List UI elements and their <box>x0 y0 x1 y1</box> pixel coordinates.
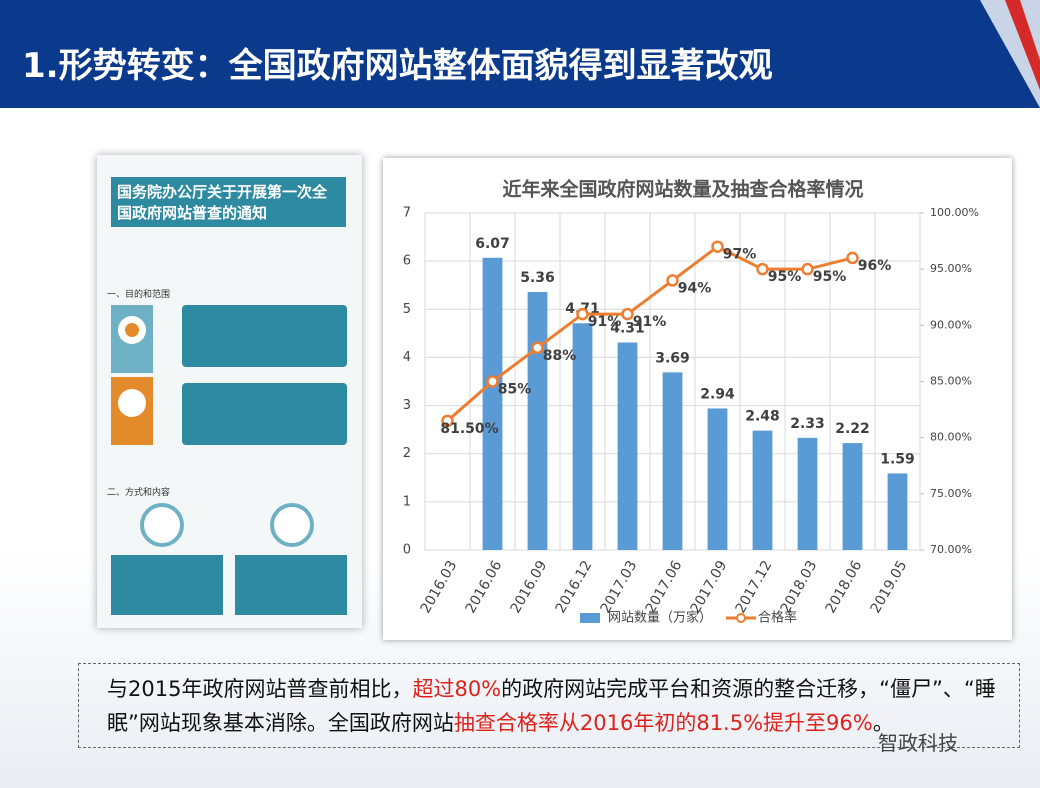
caption-text: 超过80% <box>412 677 502 701</box>
bar-value-label: 4.31 <box>610 321 645 337</box>
bar <box>797 437 818 550</box>
section-heading: 一、目的和范围 <box>107 290 171 300</box>
x-tick-label: 2016.12 <box>553 558 596 616</box>
x-tick-label: 2017.12 <box>733 558 776 616</box>
bar <box>752 430 773 550</box>
bar-value-label: 2.33 <box>790 416 825 432</box>
line-value-label: 96% <box>858 258 892 274</box>
y-tick-label: 6 <box>403 254 411 269</box>
y2-tick-label: 90.00% <box>930 318 972 331</box>
line-marker <box>531 341 544 355</box>
x-tick-label: 2017.06 <box>643 558 686 616</box>
line-marker <box>711 240 724 253</box>
line <box>446 244 853 422</box>
x-tick-label: 2018.06 <box>823 558 866 616</box>
y2-tick-label: 85.00% <box>930 375 972 388</box>
x-tick-label: 2016.09 <box>508 558 551 616</box>
y2-tick-label: 80.00% <box>930 431 972 444</box>
bar-value-label: 2.48 <box>745 409 780 425</box>
x-tick-label: 2016.06 <box>463 558 506 616</box>
line-value-label: 91% <box>588 314 622 330</box>
line-marker <box>441 414 454 428</box>
caption-text: 。 <box>872 711 894 735</box>
caption-text: 与2015年政府网站普查前相比， <box>107 677 413 701</box>
line-value-label: 94% <box>678 280 712 296</box>
bar-value-label: 2.94 <box>700 386 735 402</box>
y-tick-label: 7 <box>403 206 411 221</box>
legend-label: 合格率 <box>758 610 797 626</box>
corner-decoration <box>980 0 1040 108</box>
caption: 与2015年政府网站普查前相比，超过80%的政府网站完成平台和资源的整合迁移，“… <box>78 663 1020 748</box>
bar-value-label: 5.36 <box>520 270 555 286</box>
legend-swatch <box>736 613 746 623</box>
bar-value-label: 2.22 <box>835 421 870 437</box>
legend-swatch <box>580 613 600 623</box>
y-tick-label: 0 <box>403 543 411 558</box>
y2-tick-label: 75.00% <box>930 487 972 500</box>
bar-value-label: 6.07 <box>475 236 510 252</box>
y-tick-label: 5 <box>403 302 411 317</box>
line-marker <box>576 307 589 321</box>
line-marker <box>846 251 859 265</box>
bar <box>482 257 503 550</box>
y-tick-label: 4 <box>403 350 411 365</box>
line-marker <box>666 274 679 287</box>
y2-tick-label: 70.00% <box>930 543 972 556</box>
bar-value-label: 1.59 <box>880 451 915 467</box>
y-tick-label: 1 <box>403 494 411 509</box>
line-marker <box>756 262 769 276</box>
bar <box>662 372 683 550</box>
y2-tick-label: 95.00% <box>930 262 972 275</box>
bar <box>887 473 908 550</box>
bar <box>617 342 638 550</box>
bar <box>572 323 593 550</box>
line-value-label: 85% <box>498 382 532 398</box>
y-tick-label: 2 <box>403 446 411 461</box>
x-tick-label: 2017.09 <box>688 558 731 616</box>
x-tick-label: 2016.03 <box>418 558 461 616</box>
line-value-label: 88% <box>543 348 577 364</box>
chart-title: 近年来全国政府网站数量及抽查合格率情况 <box>502 178 863 201</box>
line-marker <box>801 262 814 276</box>
line-value-label: 81.50% <box>440 421 498 437</box>
x-tick-label: 2017.03 <box>598 558 641 616</box>
y2-tick-label: 100.00% <box>930 206 979 219</box>
bar <box>707 408 728 550</box>
x-tick-label: 2019.05 <box>868 558 911 616</box>
bar <box>527 291 548 550</box>
x-tick-label: 2018.03 <box>778 558 821 616</box>
bar-value-label: 3.69 <box>655 350 690 366</box>
caption-text: 抽查合格率从2016年初的81.5%提升至96% <box>453 711 873 735</box>
header: 1.形势转变：全国政府网站整体面貌得到显著改观 <box>0 0 1040 108</box>
bar <box>842 443 863 550</box>
legend-label: 网站数量（万家） <box>608 610 712 626</box>
line-value-label: 95% <box>768 269 802 285</box>
watermark: 智政科技 <box>878 731 958 755</box>
y-tick-label: 3 <box>403 398 411 413</box>
infographic-title: 国务院办公厅关于开展第一次全国政府网站普查的通知 <box>111 177 346 227</box>
slide-title: 1.形势转变：全国政府网站整体面貌得到显著改观 <box>22 46 773 86</box>
line-value-label: 95% <box>813 269 847 285</box>
line-value-label: 97% <box>723 247 757 263</box>
line-marker <box>486 375 499 388</box>
line-value-label: 91% <box>633 314 667 330</box>
line-marker <box>621 307 634 321</box>
section-heading: 二、方式和内容 <box>107 488 171 498</box>
caption-text: 的政府网站完成平台和资源的整合迁移，“僵尸”、“睡眠”网站现象基本消除。全国政府… <box>107 677 996 735</box>
